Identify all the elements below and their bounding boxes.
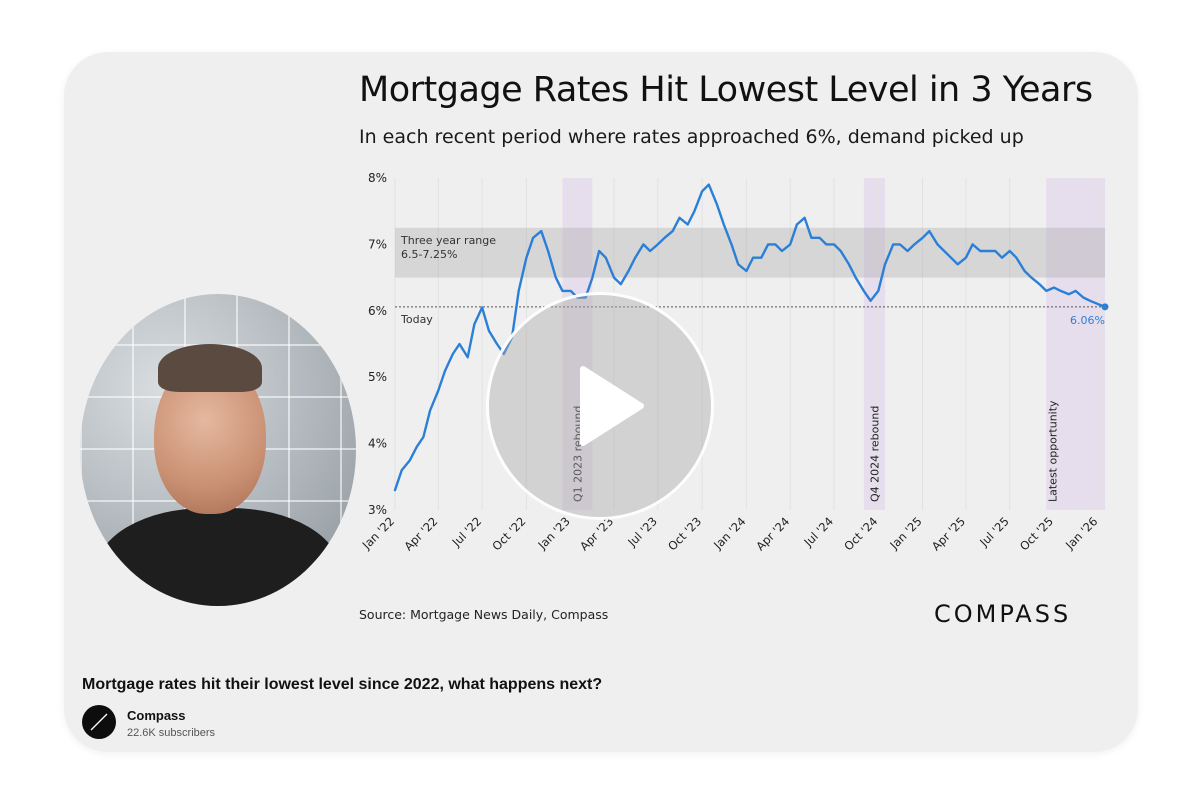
chart-source: Source: Mortgage News Daily, Compass [359, 607, 609, 622]
x-tick-label-7: Oct '23 [665, 514, 704, 553]
today-label: Today [400, 313, 433, 326]
x-tick-label-12: Jan '25 [886, 514, 924, 552]
x-tick-label-6: Jul '23 [624, 514, 660, 550]
y-tick-label-1: 4% [368, 437, 387, 451]
highlight-period-2 [1046, 178, 1105, 510]
x-tick-label-13: Apr '25 [929, 514, 968, 553]
subscriber-count: 22.6K subscribers [127, 727, 216, 739]
x-tick-label-1: Apr '22 [401, 514, 440, 553]
y-tick-label-0: 3% [368, 503, 387, 517]
x-tick-label-4: Jan '23 [534, 514, 572, 552]
presenter-body [96, 508, 340, 606]
y-tick-label-3: 6% [368, 304, 387, 318]
highlight-label-1: Q4 2024 rebound [868, 406, 881, 502]
y-tick-label-2: 5% [368, 370, 387, 384]
y-tick-label-5: 8% [368, 171, 387, 185]
x-tick-label-11: Oct '24 [841, 514, 880, 553]
compass-needle-icon [90, 713, 108, 731]
x-tick-label-14: Jul '25 [976, 514, 1012, 550]
x-tick-label-16: Jan '26 [1062, 514, 1100, 552]
range-band-sublabel: 6.5-7.25% [401, 248, 457, 261]
channel-avatar[interactable] [82, 705, 116, 739]
chart-subtitle: In each recent period where rates approa… [359, 126, 1024, 148]
play-button[interactable] [486, 292, 714, 520]
range-band [395, 227, 1105, 278]
channel-name[interactable]: Compass [127, 708, 186, 723]
x-tick-label-2: Jul '22 [449, 514, 485, 550]
play-icon [580, 366, 644, 446]
x-tick-label-10: Jul '24 [801, 514, 837, 550]
x-tick-label-5: Apr '23 [577, 514, 616, 553]
highlight-label-2: Latest opportunity [1046, 400, 1059, 502]
y-tick-label-4: 7% [368, 237, 387, 251]
presenter-video [80, 294, 356, 606]
presenter-hair [158, 344, 262, 392]
rate-series-line-0 [393, 183, 1107, 492]
x-tick-label-15: Oct '25 [1017, 514, 1056, 553]
video-title[interactable]: Mortgage rates hit their lowest level si… [82, 676, 603, 693]
highlight-period-1 [863, 178, 886, 510]
latest-rate-label: 6.06% [1070, 314, 1105, 327]
video-card: Mortgage Rates Hit Lowest Level in 3 Yea… [64, 52, 1138, 752]
x-tick-label-0: Jan '22 [359, 514, 397, 552]
x-tick-label-9: Apr '24 [753, 514, 792, 553]
compass-logo: COMPASS [934, 600, 1072, 628]
x-tick-label-8: Jan '24 [710, 514, 748, 552]
x-tick-label-3: Oct '22 [489, 514, 528, 553]
latest-rate-point [1101, 303, 1109, 311]
range-band-label: Three year range [400, 234, 496, 247]
chart-title: Mortgage Rates Hit Lowest Level in 3 Yea… [359, 70, 1093, 110]
video-player[interactable]: Mortgage Rates Hit Lowest Level in 3 Yea… [64, 52, 1138, 652]
